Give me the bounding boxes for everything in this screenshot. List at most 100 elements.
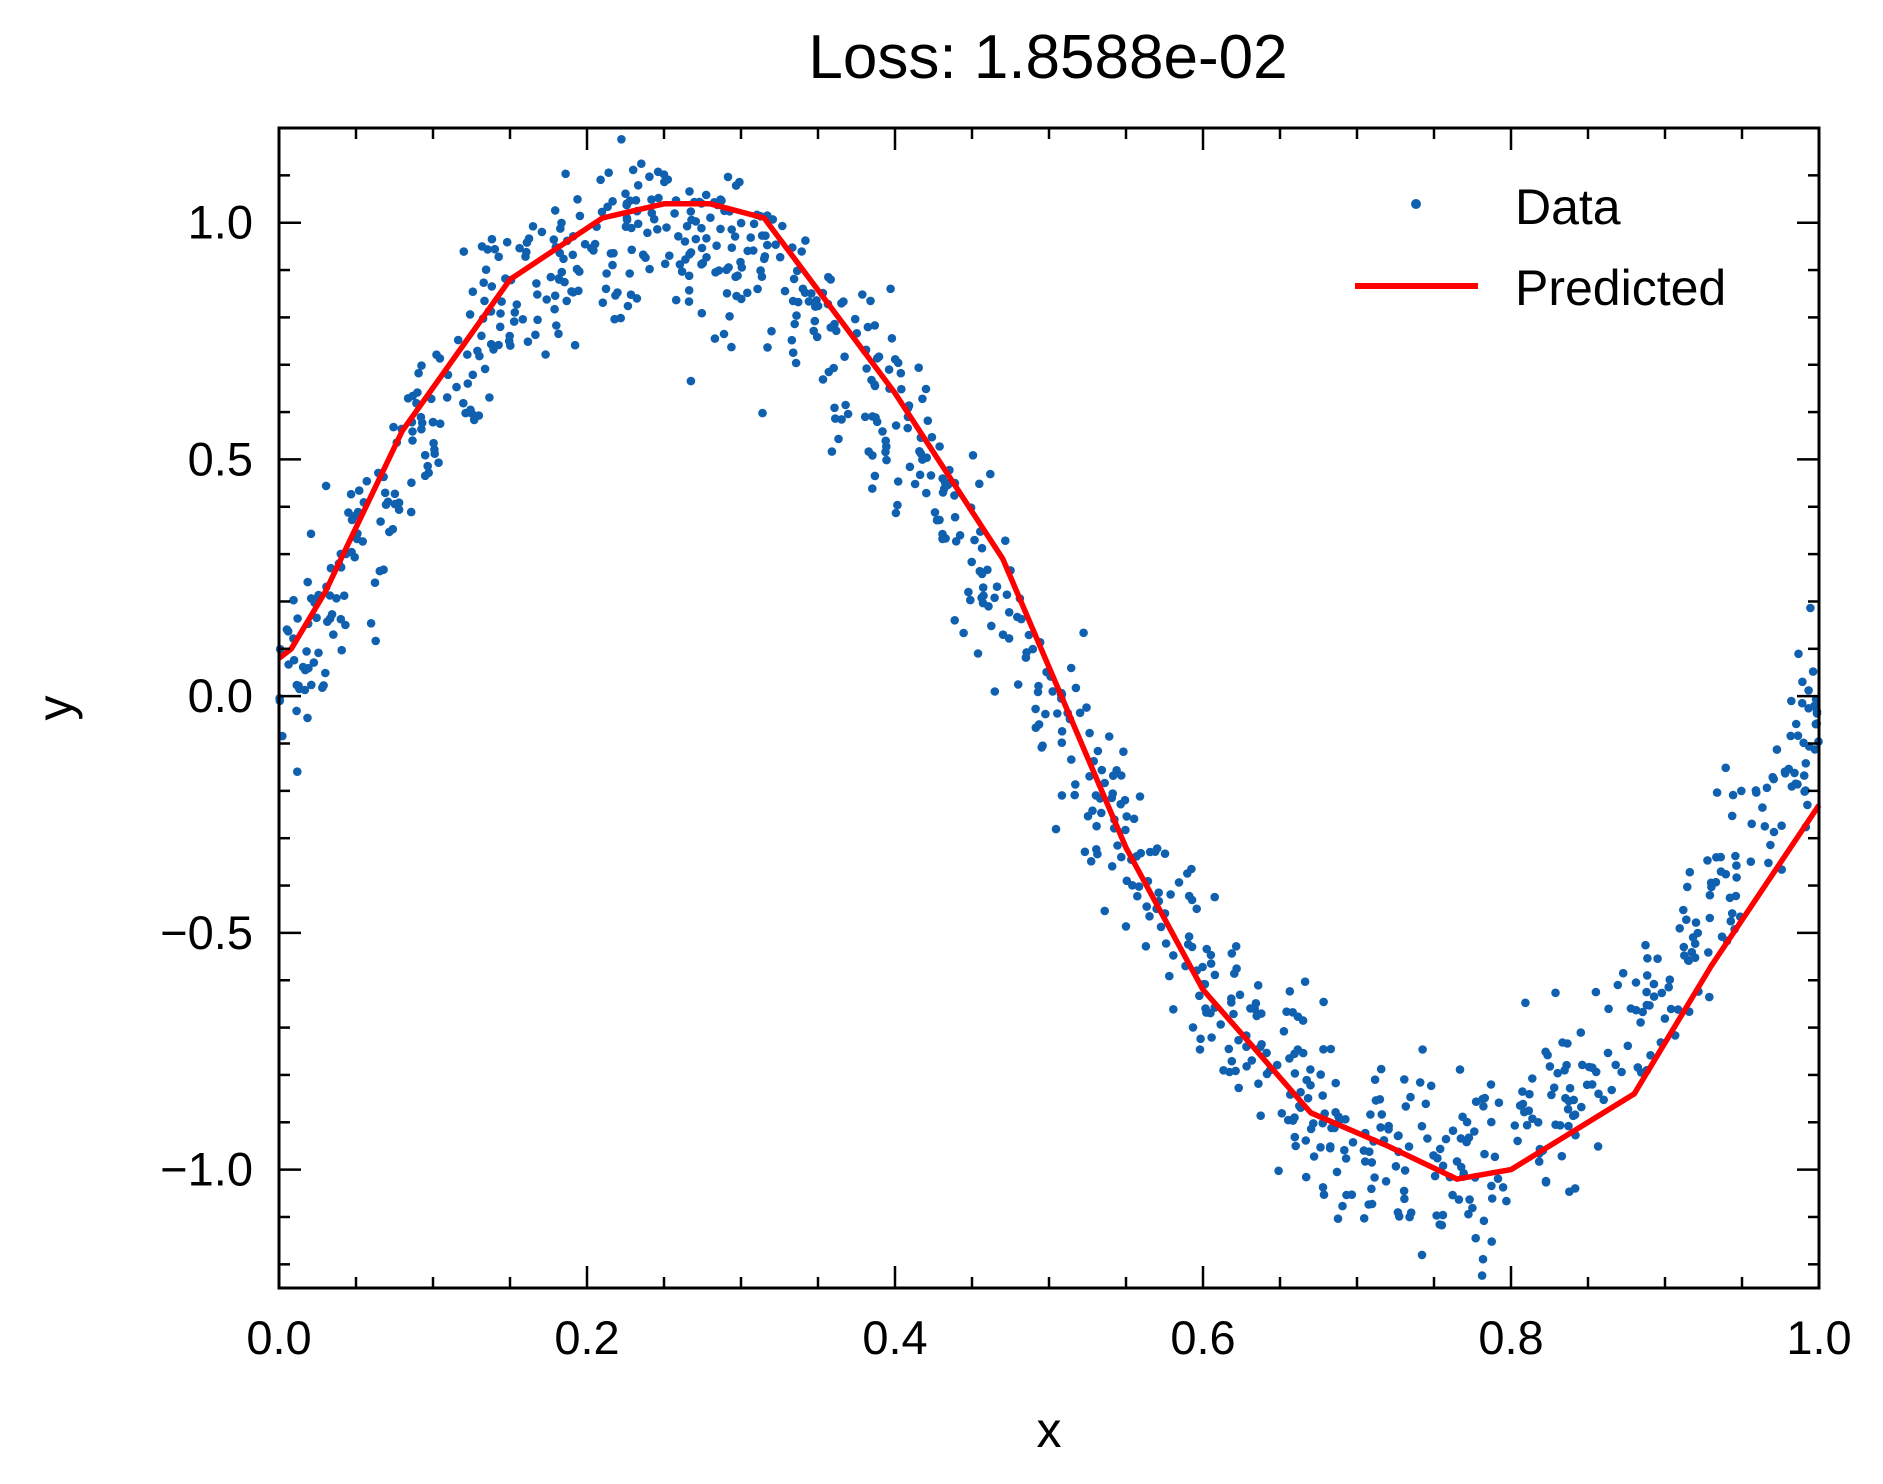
data-point	[481, 265, 491, 275]
data-point	[1547, 1090, 1556, 1100]
data-point	[830, 403, 839, 413]
data-point	[1338, 1201, 1347, 1211]
data-point	[477, 242, 487, 251]
data-point	[665, 251, 674, 260]
data-point	[716, 224, 725, 234]
data-point	[1318, 1183, 1328, 1192]
data-point	[1066, 663, 1076, 673]
data-point	[1301, 1136, 1311, 1145]
data-point	[1577, 1102, 1586, 1112]
data-point	[1690, 953, 1700, 962]
data-point	[575, 211, 585, 221]
data-point	[1224, 1044, 1234, 1054]
data-point	[778, 221, 787, 231]
data-point	[546, 272, 556, 282]
data-point	[376, 517, 385, 526]
data-point	[926, 471, 936, 480]
data-point	[893, 500, 902, 510]
data-point	[531, 330, 540, 340]
data-point	[1728, 790, 1738, 800]
data-point	[697, 243, 707, 253]
data-point	[479, 278, 489, 288]
data-point	[681, 255, 690, 264]
data-point	[1230, 969, 1239, 978]
data-point	[1104, 732, 1114, 741]
data-point	[557, 267, 567, 277]
data-point	[1801, 759, 1811, 768]
data-point	[1705, 913, 1715, 923]
data-point	[1487, 1117, 1496, 1127]
data-point	[701, 190, 711, 200]
data-point	[325, 591, 335, 600]
data-point	[1456, 1162, 1466, 1172]
data-point	[1593, 1142, 1603, 1151]
data-point	[423, 461, 433, 471]
data-point	[408, 427, 417, 436]
data-point	[722, 289, 732, 298]
data-point	[973, 649, 983, 658]
data-point	[891, 421, 901, 430]
data-point	[719, 329, 729, 339]
data-point	[1772, 745, 1782, 754]
data-point	[459, 398, 468, 408]
data-point	[1034, 720, 1044, 729]
data-point	[321, 481, 331, 491]
data-point	[1377, 1110, 1387, 1119]
data-point	[1227, 949, 1237, 958]
data-point	[1688, 933, 1698, 942]
data-point	[1100, 778, 1109, 788]
data-point	[362, 476, 372, 486]
data-point	[1737, 786, 1746, 796]
data-point	[1438, 1210, 1448, 1220]
data-point	[990, 687, 1000, 696]
data-point	[641, 253, 650, 262]
legend-data-label: Data	[1515, 179, 1621, 235]
data-point	[407, 478, 416, 488]
data-point	[366, 619, 376, 628]
data-point	[771, 240, 780, 249]
data-point	[1631, 978, 1641, 987]
data-point	[916, 449, 926, 458]
data-point	[698, 258, 708, 268]
data-point	[1071, 683, 1081, 693]
data-point	[336, 614, 346, 624]
data-point	[467, 409, 477, 418]
data-point	[1480, 1149, 1489, 1159]
data-point	[1034, 681, 1043, 691]
data-point	[1165, 971, 1174, 981]
data-point	[743, 246, 752, 256]
data-point	[622, 213, 632, 223]
data-point	[1562, 1060, 1571, 1070]
data-point	[1557, 1151, 1567, 1161]
data-point	[872, 417, 882, 427]
data-point	[1454, 1195, 1464, 1204]
data-point	[864, 447, 873, 456]
data-point	[490, 244, 500, 254]
data-point	[1797, 698, 1807, 708]
data-point	[1594, 1089, 1603, 1099]
data-point	[1479, 1216, 1489, 1226]
data-point	[1584, 1062, 1594, 1072]
data-point	[1301, 1172, 1311, 1182]
data-point	[1145, 912, 1154, 921]
data-point	[1359, 1146, 1369, 1155]
data-point	[1017, 614, 1026, 624]
data-point	[487, 234, 497, 244]
data-point	[1128, 881, 1137, 890]
data-point	[487, 282, 497, 291]
data-point	[1342, 1190, 1351, 1200]
data-point	[1769, 774, 1778, 784]
data-point	[1603, 1048, 1613, 1058]
data-point	[967, 557, 976, 567]
data-point	[541, 350, 550, 359]
data-point	[1607, 1085, 1616, 1095]
data-point	[1636, 1018, 1645, 1027]
data-point	[375, 566, 385, 576]
data-point	[757, 272, 767, 282]
data-point	[1653, 954, 1662, 963]
data-point	[1319, 1190, 1329, 1199]
data-point	[977, 543, 987, 553]
data-point	[818, 375, 828, 384]
data-point	[574, 286, 583, 296]
data-point	[1493, 1174, 1503, 1183]
